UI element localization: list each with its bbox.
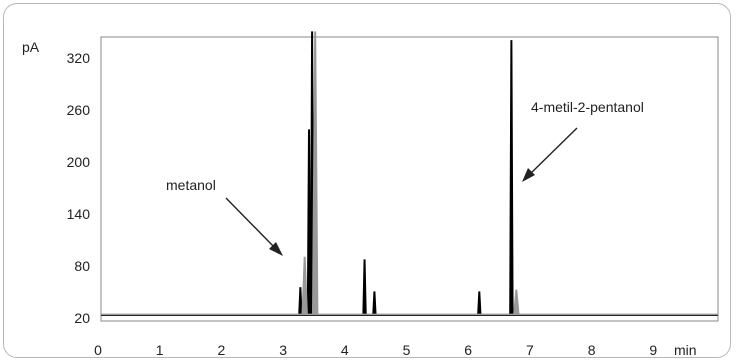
chromatogram-peak — [311, 31, 319, 315]
annotation-metanol-arrow — [225, 197, 278, 251]
x-tick-label: 6 — [464, 342, 472, 358]
chromatogram-peak — [509, 40, 514, 316]
y-tick-labels: 20 80 140 200 260 320 — [67, 50, 91, 326]
annotation-pentanol-arrowhead — [522, 168, 535, 182]
chromatogram-peak — [372, 291, 377, 316]
chromatogram-peak — [513, 289, 520, 315]
chromatogram-peak — [477, 291, 482, 316]
x-tick-label: 8 — [588, 342, 596, 358]
plot-area — [100, 36, 719, 322]
y-tick-label: 80 — [74, 258, 90, 274]
series-layer — [101, 31, 718, 316]
annotation-metanol-arrowhead — [269, 242, 283, 256]
annotation-pentanol: 4-metil-2-pentanol — [531, 99, 644, 115]
chromatogram-peak — [362, 259, 367, 316]
y-tick-label: 260 — [67, 102, 91, 118]
y-tick-label: 20 — [74, 310, 90, 326]
x-tick-label: 3 — [279, 342, 287, 358]
x-tick-label: 2 — [218, 342, 226, 358]
x-tick-label: 5 — [403, 342, 411, 358]
y-tick-label: 320 — [67, 50, 91, 66]
annotation-pentanol-arrow — [527, 127, 578, 177]
x-tick-labels: 0 1 2 3 4 5 6 7 8 9 — [94, 342, 657, 358]
x-tick-label: 9 — [649, 342, 657, 358]
x-unit-label: min — [674, 342, 697, 358]
x-tick-label: 0 — [94, 342, 102, 358]
y-tick-label: 200 — [67, 154, 91, 170]
x-tick-label: 7 — [526, 342, 534, 358]
x-tick-label: 4 — [341, 342, 349, 358]
y-tick-label: 140 — [67, 206, 91, 222]
chromatogram-peak — [298, 287, 303, 316]
chromatogram-peak — [306, 129, 312, 316]
annotation-metanol: metanol — [166, 177, 216, 193]
x-tick-label: 1 — [156, 342, 164, 358]
y-unit-label: pA — [22, 39, 40, 55]
chromatogram-peak — [301, 256, 308, 315]
